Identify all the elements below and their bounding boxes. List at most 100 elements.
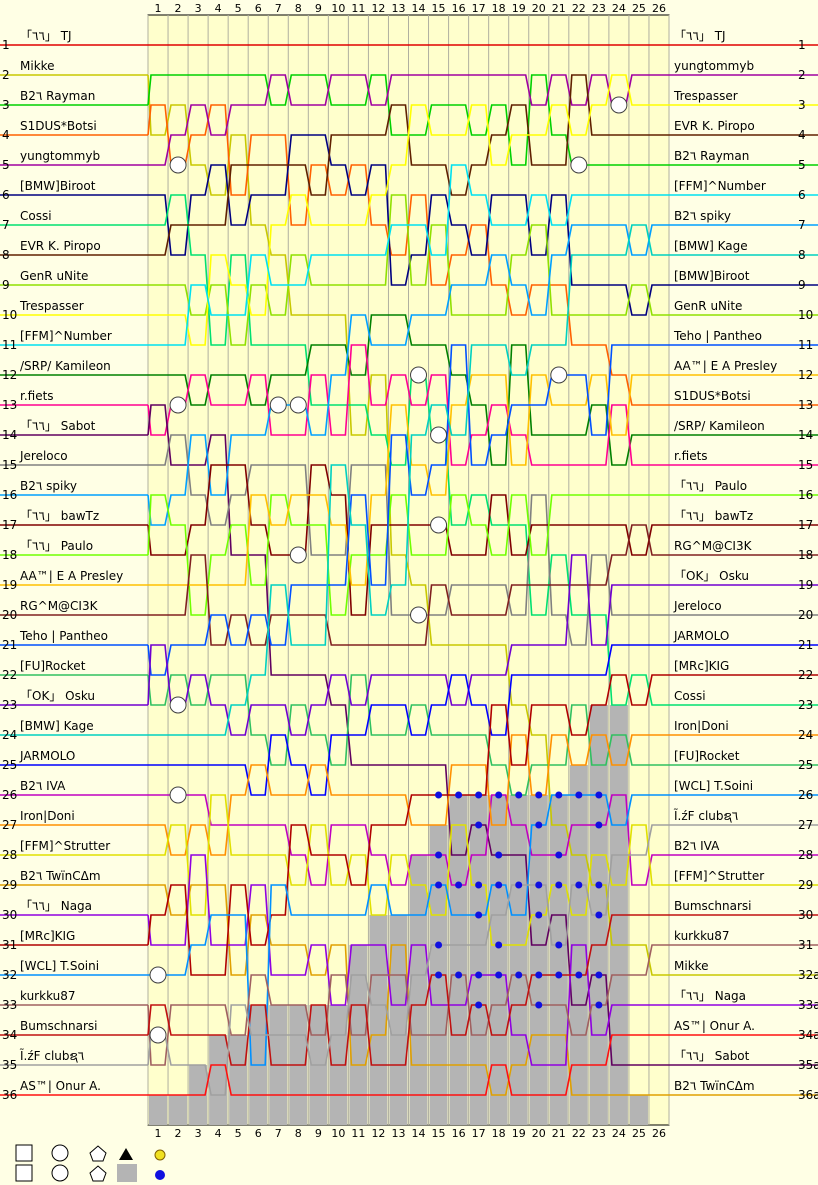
lap-label-top: 18 — [492, 2, 506, 15]
lap-label-top: 4 — [215, 2, 222, 15]
left-position-number: 12 — [2, 368, 17, 382]
retire-dot — [535, 821, 543, 829]
right-position-number: 17 — [798, 518, 813, 532]
lap-label-top: 20 — [532, 2, 546, 15]
retire-dot — [555, 941, 563, 949]
lap-label-bottom: 5 — [235, 1127, 242, 1140]
finish-driver-label: r.fiets — [674, 449, 708, 463]
lap-label-top: 24 — [612, 2, 626, 15]
finish-driver-label: [BMW] Kage — [674, 239, 748, 253]
start-driver-label: AA™| E A Presley — [20, 569, 123, 583]
right-position-number: 3 — [798, 98, 806, 112]
start-driver-label: GenR uNite — [20, 269, 88, 283]
left-position-number: 29 — [2, 878, 17, 892]
right-position-number: 6 — [798, 188, 806, 202]
pit-marker — [430, 516, 448, 534]
start-driver-label: r.fiets — [20, 389, 54, 403]
start-driver-label: Teho | Pantheo — [19, 629, 108, 643]
left-position-number: 24 — [2, 728, 17, 742]
lap-label-top: 1 — [155, 2, 162, 15]
retire-dot — [515, 971, 523, 979]
retire-dot — [435, 791, 443, 799]
right-position-number: 4 — [798, 128, 806, 142]
left-position-number: 25 — [2, 758, 17, 772]
legend-circle-icon — [51, 1164, 69, 1182]
legend-yellow-dot-icon — [154, 1149, 166, 1161]
left-position-number: 35 — [2, 1058, 17, 1072]
left-position-number: 17 — [2, 518, 17, 532]
pit-marker — [149, 966, 167, 984]
lap-label-bottom: 23 — [592, 1127, 606, 1140]
start-driver-label: kurkku87 — [20, 989, 76, 1003]
legend-pentagon-icon — [89, 1165, 107, 1182]
finish-driver-label: AS™| Onur A. — [674, 1019, 755, 1033]
retire-dot — [575, 791, 583, 799]
pit-marker — [289, 396, 307, 414]
lap-label-top: 14 — [412, 2, 426, 15]
retire-dot — [435, 941, 443, 949]
lap-label-bottom: 20 — [532, 1127, 546, 1140]
retired-bar — [149, 1095, 168, 1125]
lap-label-top: 9 — [315, 2, 322, 15]
left-position-number: 1 — [2, 38, 10, 52]
retired-bar — [489, 795, 508, 1125]
finish-driver-label: 「OK」 Osku — [674, 569, 749, 583]
lap-label-bottom: 24 — [612, 1127, 626, 1140]
right-position-number: 20 — [798, 608, 813, 622]
left-position-number: 28 — [2, 848, 17, 862]
right-position-number: 14 — [798, 428, 813, 442]
left-position-number: 36 — [2, 1088, 17, 1102]
lap-label-top: 26 — [652, 2, 666, 15]
start-driver-label: B2٦ IVA — [20, 779, 66, 793]
right-position-number: 19 — [798, 578, 813, 592]
right-position-number: 33a — [798, 998, 818, 1012]
start-driver-label: Iron|Doni — [20, 809, 75, 823]
left-position-number: 4 — [2, 128, 10, 142]
retire-dot — [475, 881, 483, 889]
retire-dot — [595, 911, 603, 919]
pit-marker — [269, 396, 287, 414]
start-driver-label: B2٦ Rayman — [20, 89, 95, 103]
retire-dot — [495, 881, 503, 889]
finish-driver-label: B2٦ TwïnCΔm — [674, 1079, 755, 1093]
pit-marker — [289, 546, 307, 564]
retire-dot — [475, 1001, 483, 1009]
pit-marker — [169, 696, 187, 714]
right-position-number: 36a — [798, 1088, 818, 1102]
legend-blue-dot-icon — [155, 1170, 165, 1180]
retire-dot — [435, 851, 443, 859]
driver-line — [147, 914, 669, 1066]
retired-bar — [409, 855, 428, 1125]
left-position-number: 5 — [2, 158, 10, 172]
right-position-number: 34a — [798, 1028, 818, 1042]
left-position-number: 8 — [2, 248, 10, 262]
retired-bar — [469, 795, 488, 1125]
lap-label-top: 7 — [275, 2, 282, 15]
right-position-number: 30 — [798, 908, 813, 922]
finish-driver-label: [FFM]^Strutter — [674, 869, 764, 883]
retired-bar — [209, 1035, 228, 1125]
right-position-number: 27 — [798, 818, 813, 832]
lap-label-bottom: 15 — [432, 1127, 446, 1140]
legend-pentagon-icon — [89, 1145, 107, 1162]
start-driver-label: RG^M@CI3K — [20, 599, 99, 613]
pit-marker — [169, 396, 187, 414]
finish-driver-label: B2٦ Rayman — [674, 149, 749, 163]
right-position-number: 23 — [798, 698, 813, 712]
lap-label-top: 8 — [295, 2, 302, 15]
driver-line — [148, 524, 669, 646]
driver-line — [147, 404, 669, 1066]
lap-label-bottom: 21 — [552, 1127, 566, 1140]
retire-dot — [435, 881, 443, 889]
left-position-number: 10 — [2, 308, 17, 322]
legend-square-icon — [15, 1144, 33, 1162]
driver-line — [148, 224, 669, 736]
lap-label-top: 11 — [351, 2, 365, 15]
finish-driver-label: Bumschnarsi — [674, 899, 751, 913]
pit-marker — [570, 156, 588, 174]
retired-bar — [389, 915, 408, 1125]
start-driver-label: Ĩ.źF clubຊ٦ — [19, 1048, 84, 1063]
finish-driver-label: Cossi — [674, 689, 706, 703]
retire-dot — [575, 971, 583, 979]
finish-driver-label: Mikke — [674, 959, 709, 973]
